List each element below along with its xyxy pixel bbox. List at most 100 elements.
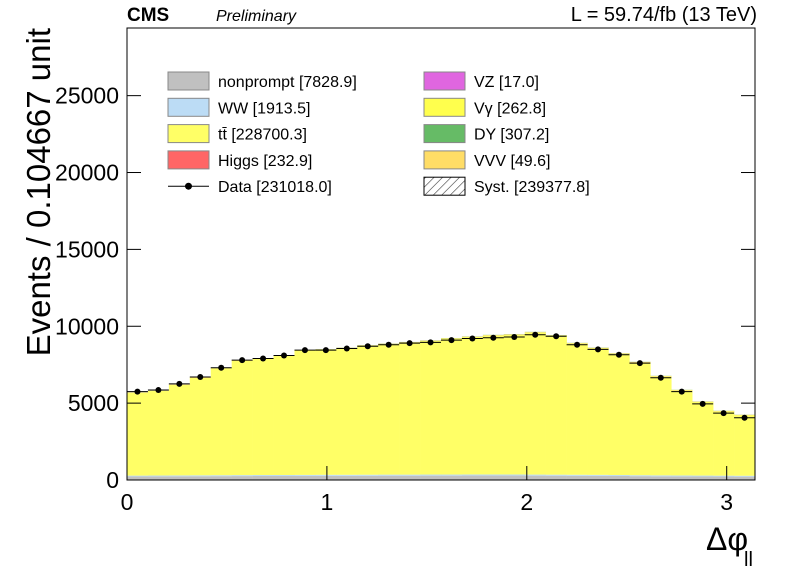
legend-swatch [423, 97, 466, 117]
histogram-bar [294, 350, 316, 475]
x-tick-label: 0 [121, 489, 134, 515]
status-label: Preliminary [216, 8, 297, 25]
histogram-bar [189, 476, 212, 480]
histogram-bar [399, 342, 421, 475]
histogram-bar [503, 334, 526, 475]
y-tick-label: 5000 [68, 390, 119, 416]
data-point [322, 347, 329, 354]
histogram-bar [692, 475, 714, 477]
histogram-bar [147, 476, 170, 480]
histogram-bar [692, 401, 714, 476]
x-tick-label: 2 [520, 489, 533, 515]
histogram-bar [189, 377, 212, 476]
lumi-label: L = 59.74/fb (13 TeV) [571, 4, 757, 26]
histogram-bar [566, 475, 588, 480]
histogram-bar [231, 476, 253, 480]
data-point [176, 380, 183, 387]
histogram-bar [650, 475, 672, 477]
histogram-bar [231, 475, 253, 477]
histogram-bar [461, 336, 484, 475]
histogram-bar [273, 475, 295, 477]
x-axis-title-sub: ll [744, 549, 753, 571]
histogram-bar [608, 476, 630, 480]
histogram-bar [692, 476, 714, 480]
data-point [343, 345, 350, 352]
legend-swatch [423, 71, 466, 91]
histogram-bar [210, 476, 232, 480]
histogram-bar [336, 475, 358, 480]
histogram-bar [127, 392, 149, 476]
y-axis-title: Events / 0.104667 unit [20, 28, 57, 356]
y-tick-label: 25000 [55, 83, 119, 109]
histogram-bar [168, 384, 191, 476]
data-point [406, 340, 413, 347]
histogram-bar [545, 475, 567, 480]
legend: nonprompt [7828.9] WW [1913.5] tt̄ [228700… [167, 71, 590, 196]
legend-swatch [423, 150, 466, 170]
data-point [155, 387, 162, 394]
histogram-bar [273, 355, 295, 476]
legend-swatch [167, 124, 210, 144]
data-point [281, 352, 287, 359]
data-point [260, 355, 267, 362]
data-point [574, 341, 581, 348]
legend-label: tt̄ [228700.3] [218, 127, 307, 144]
histogram-bar [357, 475, 379, 480]
histogram-bar [587, 475, 609, 480]
histogram-bar [336, 474, 358, 476]
histogram-bar [524, 475, 546, 480]
histogram-bar [524, 332, 546, 475]
histogram-bar [650, 476, 672, 480]
x-tick-label: 3 [720, 489, 733, 515]
data-point [448, 337, 455, 344]
histogram-bar [420, 474, 442, 476]
x-tick-label: 1 [320, 489, 333, 515]
legend-label: WW [1913.5] [218, 100, 310, 117]
histogram-bar [587, 348, 609, 475]
histogram-bar [608, 353, 630, 476]
data-point [218, 364, 225, 371]
histogram-bar [399, 474, 421, 476]
data-point [720, 410, 727, 417]
y-tick-label: 10000 [55, 313, 119, 339]
data-point [532, 331, 539, 338]
plot-frame [126, 27, 756, 481]
data-point [239, 357, 246, 364]
histogram-bar [713, 475, 735, 477]
histogram-bar [357, 345, 379, 475]
legend-swatch [167, 97, 210, 117]
data-point [741, 414, 748, 421]
histogram-bar [252, 358, 274, 476]
legend-marker [185, 182, 192, 190]
histogram-bar [524, 474, 546, 476]
histogram-bar [461, 475, 484, 480]
legend-swatch [167, 71, 210, 91]
data-point [615, 351, 622, 358]
histogram-bar [336, 347, 358, 475]
legend-label: Higgs [232.9] [218, 153, 312, 170]
histogram-bar [629, 475, 651, 477]
histogram-bar [378, 343, 400, 475]
legend-label: Syst. [239377.8] [474, 179, 590, 196]
data-point [134, 388, 141, 395]
histogram-bar [441, 475, 463, 480]
data-point [657, 374, 664, 381]
legend-label: Data [231018.0] [218, 179, 332, 196]
histogram-bar [168, 475, 191, 477]
histogram-bar [273, 476, 295, 480]
histogram-bar [399, 475, 421, 480]
histogram-bar [127, 476, 149, 480]
histogram-bar [378, 474, 400, 476]
histogram-bar [315, 474, 337, 476]
histogram-bar [566, 474, 588, 476]
histogram-bar [461, 474, 484, 476]
experiment-label: CMS [127, 5, 169, 26]
histogram-bar [671, 475, 693, 477]
legend-swatch [167, 150, 210, 170]
histogram-bar [147, 475, 170, 477]
plot-area: 0 5000 10000 15000 20000 25000 0 1 2 3 nonprompt [… [55, 27, 756, 515]
histogram-bar [734, 475, 756, 477]
histogram-bar [734, 476, 756, 480]
histogram-bar [503, 474, 526, 476]
